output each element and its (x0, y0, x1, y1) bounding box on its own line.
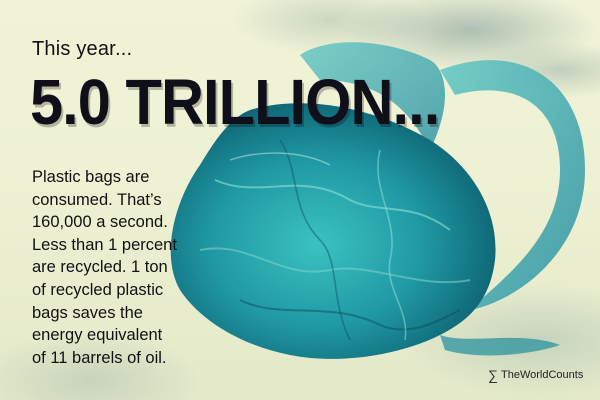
brand-logo: ∑ TheWorldCounts (488, 368, 583, 382)
headline-figure: 5.0 TRILLION... (30, 66, 440, 138)
description-line: are recycled. 1 ton (32, 258, 168, 277)
description-line: Plastic bags are (32, 168, 150, 186)
sigma-logo-icon: ∑ (488, 367, 498, 383)
description-line: of recycled plastic (32, 280, 164, 299)
description-line: consumed. That’s (32, 190, 162, 209)
description-text: Plastic bags are consumed. That’s 160,00… (32, 166, 212, 369)
brand-name: TheWorldCounts (500, 369, 584, 381)
description-line: 160,000 a second. (32, 213, 168, 232)
description-line: bags saves the (32, 303, 143, 322)
description-line: Less than 1 percent (32, 235, 177, 254)
description-line: of 11 barrels of oil. (32, 348, 167, 367)
intro-text: This year... (32, 38, 133, 60)
description-line: energy equivalent (32, 326, 163, 345)
